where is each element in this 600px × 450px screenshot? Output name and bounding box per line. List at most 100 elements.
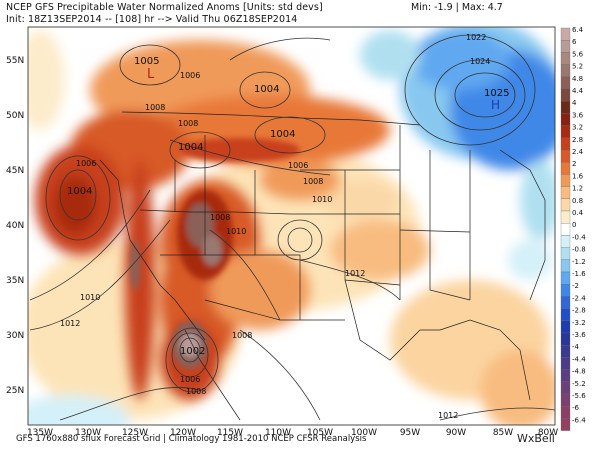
colorbar-label: 2.4 [572,148,584,156]
lat-label: 55N [6,56,24,66]
colorbar-label: -6 [572,404,580,412]
colorbar-label: 5.2 [572,63,583,71]
footer-credits: GFS 1760x880 sflux Forecast Grid | Clima… [16,434,367,444]
colorbar-label: 6.4 [572,26,584,34]
lat-label: 40N [6,221,24,231]
colorbar-swatch [560,198,571,212]
pressure-label: 1002 [180,346,205,357]
lon-label: 115W [217,428,243,438]
lon-label: 135W [27,428,53,438]
colorbar-swatch [560,88,571,102]
colorbar-swatch [560,64,571,77]
colorbar-label: -3.6 [572,331,586,339]
colorbar-label: -4 [572,343,580,351]
lon-label: 90W [446,428,466,438]
colorbar-label: 2 [572,160,576,168]
lat-label: 45N [6,166,24,176]
pressure-label: 1006 [288,161,308,170]
lon-label: 100W [351,428,377,438]
colorbar-label: -2.8 [572,307,586,315]
pressure-label: 1012 [438,411,458,420]
colorbar-swatch [560,381,571,395]
wxbell-logo: WxBell [517,432,555,445]
colorbar-label: -1.6 [572,270,586,278]
lat-label: 25N [6,386,24,396]
colorbar-label: 5.6 [572,50,584,58]
colorbar-swatch [560,40,571,53]
longitude-labels: 135W 130W 125W 120W 115W 110W 105W 100W … [27,428,558,438]
colorbar-swatch [560,27,571,41]
colorbar-swatch [560,271,571,285]
colorbar-label: -0.8 [572,246,586,254]
pressure-label: 1004 [254,84,279,95]
colorbar-swatch [560,284,571,297]
pressure-label: 1010 [80,293,100,302]
colorbar-label: 3.6 [572,111,584,119]
pressure-label: 1012 [345,269,365,278]
colorbar-label: 1.6 [572,172,584,180]
colorbar-swatch [560,259,571,273]
colorbar-swatch [560,296,571,309]
pressure-label: 1008 [178,119,198,128]
colorbar-swatch [560,357,571,370]
colorbar-swatch [560,332,571,346]
pressure-label: 1008 [232,331,252,340]
map-frame [27,26,556,426]
colorbar-swatch [560,76,571,90]
colorbar-label: -3.2 [572,319,586,327]
pressure-label: 1010 [312,195,332,204]
colorbar-swatch [560,308,571,321]
colorbar-label: 4 [572,99,577,107]
lon-label: 95W [400,428,420,438]
lon-label: 85W [493,428,513,438]
pressure-label: 1006 [180,71,200,80]
lat-label: 35N [6,276,24,286]
colorbar-swatch [560,345,571,358]
latitude-labels: 55N 50N 45N 40N 35N 30N 25N [6,56,24,396]
colorbar-label: 0.8 [572,197,583,205]
pressure-label: 1008 [210,213,230,222]
pressure-label: 1012 [60,319,80,328]
lon-label: 80W [538,428,558,438]
colorbar-label: 4.4 [572,87,584,95]
colorbar-label: 2.8 [572,136,583,144]
pressure-label: 1006 [180,375,200,384]
map-title: NCEP GFS Precipitable Water Normalized A… [6,2,323,13]
colorbar-label: -0.4 [572,233,586,241]
colorbar-label: -6.4 [572,416,586,424]
pressure-label: 1022 [466,33,486,42]
pressure-label: 1008 [145,103,165,112]
high-pressure-marker: H [491,98,500,112]
lon-label: 105W [307,428,333,438]
colorbar-label: -2.4 [572,294,586,302]
pressure-label: 1005 [134,56,159,67]
colorbar-swatch [560,101,571,114]
pressure-labels: 1005 L 1006 1004 1008 1008 1004 1004 100… [60,33,509,420]
colorbar-swatch [560,162,571,175]
colorbar-label: 6 [572,38,577,46]
pressure-label: 1024 [470,57,490,66]
colorbar-swatch [560,418,571,431]
colorbar-label: 0 [572,221,576,229]
colorbar: 6.4 6 5.6 5.2 4.8 4.4 4 3.6 3.2 2.8 2.4 2 1.6 1.2 0.8 0… [560,26,586,431]
colorbar-label: -5.6 [572,392,586,400]
map-subtitle: Init: 18Z13SEP2014 -- [108] hr --> Valid… [6,14,298,25]
colorbar-label: -5.2 [572,380,586,388]
colorbar-swatch [560,186,571,199]
colorbar-swatch [560,406,571,419]
colorbar-swatch [560,174,571,187]
lon-label: 110W [265,428,291,438]
colorbar-swatch [560,247,571,260]
colorbar-label: 0.4 [572,209,584,217]
colorbar-label: -4.4 [572,355,586,363]
colorbar-swatch [560,223,571,236]
map-field [28,27,555,425]
pressure-label: 1008 [186,387,206,396]
min-max-readout: Min: -1.9 | Max: 4.7 [411,2,503,13]
pressure-label: 1006 [76,159,96,168]
pressure-label: 1004 [178,142,203,153]
colorbar-swatch [560,113,571,126]
pressure-label: 1004 [270,129,295,140]
colorbar-label: -1.2 [572,258,586,266]
